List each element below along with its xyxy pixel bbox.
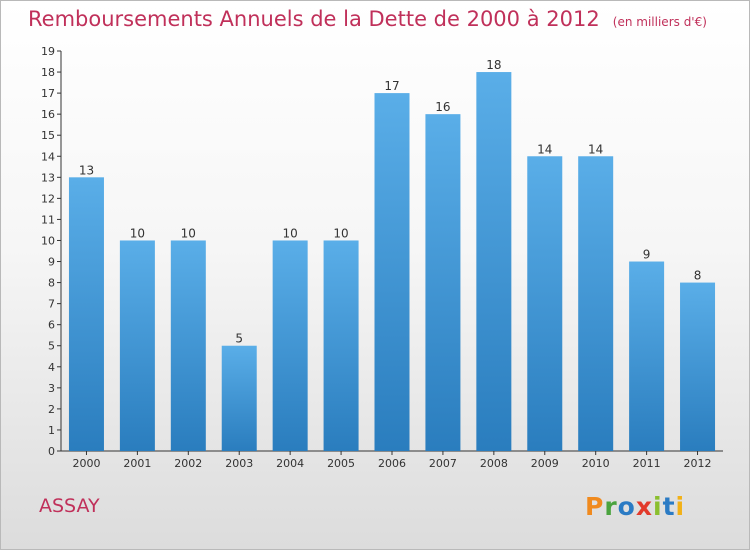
chart-unit: (en milliers d'€) — [612, 15, 707, 29]
bar-value-label: 14 — [537, 142, 552, 156]
y-tick-label: 4 — [48, 361, 55, 374]
y-tick-label: 19 — [41, 45, 55, 58]
x-tick-label: 2012 — [684, 457, 712, 470]
y-tick-label: 8 — [48, 277, 55, 290]
y-tick-label: 15 — [41, 129, 55, 142]
chart-title: Remboursements Annuels de la Dette de 20… — [28, 7, 707, 31]
x-tick-label: 2004 — [276, 457, 304, 470]
y-tick-label: 7 — [48, 298, 55, 311]
bar-value-label: 9 — [643, 248, 651, 262]
bar-value-label: 17 — [384, 79, 399, 93]
y-tick-label: 9 — [48, 256, 55, 269]
bar — [323, 240, 359, 451]
bar — [680, 282, 716, 451]
bar — [476, 72, 512, 451]
x-tick-label: 2002 — [174, 457, 202, 470]
bar-value-label: 14 — [588, 142, 603, 156]
y-tick-label: 10 — [41, 234, 55, 247]
y-tick-label: 6 — [48, 319, 55, 332]
y-tick-label: 16 — [41, 108, 55, 121]
x-tick-label: 2000 — [72, 457, 100, 470]
y-tick-label: 13 — [41, 171, 55, 184]
y-tick-label: 14 — [41, 150, 55, 163]
x-tick-label: 2001 — [123, 457, 151, 470]
bar-value-label: 10 — [181, 226, 196, 240]
bar — [68, 177, 104, 451]
chart-title-main: Remboursements Annuels de la Dette de 20… — [28, 7, 600, 31]
x-tick-label: 2010 — [582, 457, 610, 470]
bar-value-label: 10 — [333, 226, 348, 240]
bar-value-label: 10 — [283, 226, 298, 240]
y-tick-label: 1 — [48, 424, 55, 437]
y-tick-label: 5 — [48, 340, 55, 353]
bar — [272, 240, 308, 451]
x-tick-label: 2007 — [429, 457, 457, 470]
bar — [527, 156, 563, 451]
bar — [374, 93, 410, 452]
bar-value-label: 10 — [130, 226, 145, 240]
bar — [119, 240, 155, 451]
bar — [170, 240, 206, 451]
x-tick-label: 2009 — [531, 457, 559, 470]
y-tick-label: 0 — [48, 445, 55, 458]
bar — [629, 261, 665, 451]
x-tick-label: 2008 — [480, 457, 508, 470]
y-tick-label: 17 — [41, 87, 55, 100]
bar — [425, 114, 461, 451]
y-tick-label: 11 — [41, 213, 55, 226]
x-tick-label: 2011 — [633, 457, 661, 470]
bar-value-label: 13 — [79, 163, 94, 177]
bar-value-label: 8 — [694, 269, 702, 283]
bar-value-label: 18 — [486, 58, 501, 72]
y-tick-label: 3 — [48, 382, 55, 395]
bar — [578, 156, 614, 451]
y-tick-label: 2 — [48, 403, 55, 416]
bar — [221, 345, 257, 451]
bar-value-label: 16 — [435, 100, 450, 114]
y-tick-label: 12 — [41, 192, 55, 205]
proxiti-logo: Proxiti — [585, 492, 686, 521]
bar-value-label: 5 — [235, 332, 243, 346]
x-tick-label: 2003 — [225, 457, 253, 470]
commune-name: ASSAY — [39, 495, 100, 517]
x-tick-label: 2006 — [378, 457, 406, 470]
y-tick-label: 18 — [41, 66, 55, 79]
x-tick-label: 2005 — [327, 457, 355, 470]
